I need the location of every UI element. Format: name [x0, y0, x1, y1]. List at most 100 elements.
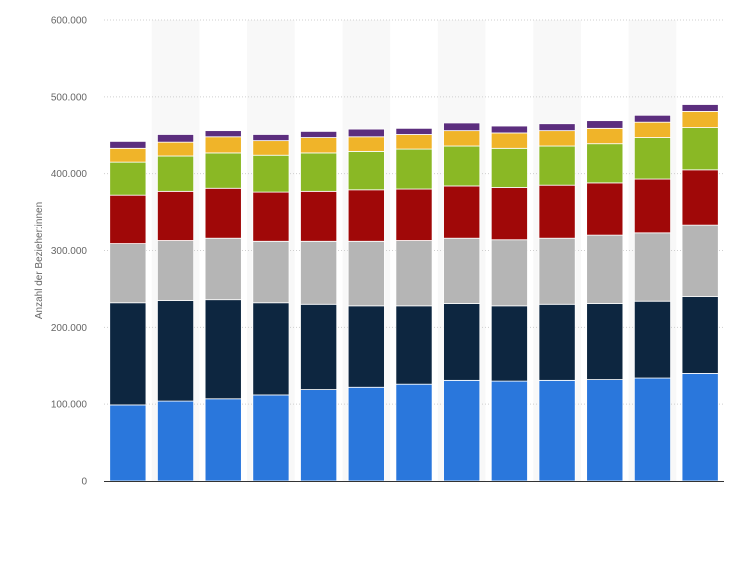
bar-segment[interactable] — [157, 155, 195, 192]
y-tick-label: 0 — [81, 477, 87, 488]
bar-segment[interactable] — [681, 296, 719, 374]
bar-segment[interactable] — [252, 394, 290, 482]
bar-segment[interactable] — [204, 237, 242, 301]
bar-segment[interactable] — [109, 161, 147, 196]
bar-segment[interactable] — [490, 147, 528, 188]
bar-segment[interactable] — [347, 386, 385, 482]
bar-segment[interactable] — [252, 134, 290, 142]
bar-segment[interactable] — [252, 154, 290, 193]
bar-segment[interactable] — [347, 128, 385, 138]
bar-segment[interactable] — [633, 300, 671, 379]
bar-segment[interactable] — [490, 187, 528, 241]
bar-segment[interactable] — [395, 383, 433, 482]
bar-segment[interactable] — [347, 136, 385, 152]
bar-segment[interactable] — [443, 237, 481, 304]
bar-stack — [443, 122, 481, 482]
bar-segment[interactable] — [252, 191, 290, 242]
bar-segment[interactable] — [586, 234, 624, 304]
bar-segment[interactable] — [633, 178, 671, 234]
bar-segment[interactable] — [300, 190, 338, 242]
bar-segment[interactable] — [538, 130, 576, 147]
bar-segment[interactable] — [586, 303, 624, 380]
bar-segment[interactable] — [586, 143, 624, 184]
bar-stack — [157, 134, 195, 482]
y-tick-label: 300.000 — [51, 246, 88, 257]
bar-segment[interactable] — [443, 379, 481, 482]
bar-segment[interactable] — [490, 132, 528, 149]
bar-segment[interactable] — [633, 232, 671, 302]
bar-segment[interactable] — [109, 147, 147, 163]
bar-segment[interactable] — [300, 240, 338, 305]
bar-segment[interactable] — [538, 379, 576, 482]
bar-segment[interactable] — [586, 127, 624, 145]
bar-segment[interactable] — [300, 152, 338, 192]
bar-segment[interactable] — [109, 404, 147, 482]
bar-segment[interactable] — [490, 305, 528, 382]
bar-segment[interactable] — [347, 305, 385, 388]
bar-segment[interactable] — [443, 303, 481, 381]
bar-segment[interactable] — [204, 299, 242, 400]
bar-segment[interactable] — [300, 303, 338, 390]
bar-segment[interactable] — [633, 137, 671, 180]
bar-segment[interactable] — [252, 140, 290, 156]
bar-segment[interactable] — [586, 120, 624, 129]
bar-segment[interactable] — [443, 122, 481, 132]
bar-segment[interactable] — [252, 302, 290, 396]
bar-segment[interactable] — [490, 125, 528, 134]
bar-segment[interactable] — [395, 188, 433, 241]
bar-segment[interactable] — [252, 240, 290, 304]
bar-segment[interactable] — [681, 127, 719, 171]
bar-segment[interactable] — [109, 302, 147, 406]
bar-segment[interactable] — [633, 114, 671, 123]
bar-segment[interactable] — [157, 190, 195, 241]
bar-segment[interactable] — [586, 182, 624, 236]
bar-segment[interactable] — [538, 184, 576, 239]
bar-segment[interactable] — [157, 141, 195, 157]
bar-segment[interactable] — [204, 398, 242, 482]
bar-segment[interactable] — [157, 300, 195, 402]
bar-segment[interactable] — [395, 148, 433, 190]
bar-segment[interactable] — [300, 131, 338, 138]
bar-segment[interactable] — [204, 187, 242, 239]
bar-segment[interactable] — [347, 150, 385, 191]
bar-segment[interactable] — [681, 224, 719, 298]
bar-segment[interactable] — [538, 145, 576, 186]
bar-segment[interactable] — [109, 243, 147, 304]
bar-segment[interactable] — [300, 389, 338, 482]
bar-segment[interactable] — [347, 189, 385, 242]
bar-segment[interactable] — [681, 169, 719, 226]
bar-segment[interactable] — [443, 130, 481, 147]
bar-segment[interactable] — [538, 123, 576, 132]
bar-segment[interactable] — [347, 240, 385, 307]
bar-stack — [109, 140, 147, 482]
bar-segment[interactable] — [490, 239, 528, 307]
bar-segment[interactable] — [300, 137, 338, 154]
bar-segment[interactable] — [681, 104, 719, 112]
bar-segment[interactable] — [633, 377, 671, 482]
bar-segment[interactable] — [395, 240, 433, 307]
bar-segment[interactable] — [586, 379, 624, 482]
bar-segment[interactable] — [443, 145, 481, 187]
bar-segment[interactable] — [109, 140, 147, 149]
bar-segment[interactable] — [157, 240, 195, 301]
bar-segment[interactable] — [538, 237, 576, 305]
y-tick-label: 400.000 — [51, 169, 88, 180]
bar-segment[interactable] — [538, 303, 576, 381]
bar-segment[interactable] — [395, 134, 433, 150]
bar-segment[interactable] — [681, 111, 719, 128]
bar-segment[interactable] — [204, 136, 242, 154]
bar-segment[interactable] — [204, 152, 242, 189]
bar-stack — [633, 114, 671, 482]
bar-segment[interactable] — [395, 127, 433, 135]
bar-stack — [347, 128, 385, 482]
bar-segment[interactable] — [633, 121, 671, 138]
bar-segment[interactable] — [204, 130, 242, 138]
bar-segment[interactable] — [490, 380, 528, 482]
bar-segment[interactable] — [109, 194, 147, 244]
bar-segment[interactable] — [157, 400, 195, 482]
bar-segment[interactable] — [157, 134, 195, 143]
bar-segment[interactable] — [395, 305, 433, 385]
bar-segment[interactable] — [681, 373, 719, 482]
bar-segment[interactable] — [443, 185, 481, 239]
